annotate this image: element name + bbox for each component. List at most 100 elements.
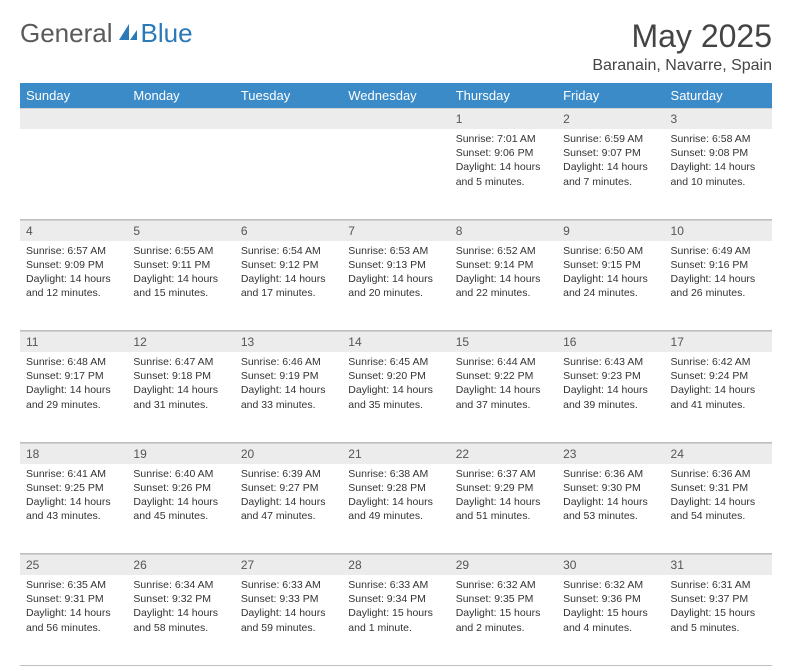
day-cell: Sunrise: 6:31 AMSunset: 9:37 PMDaylight:… (665, 575, 772, 665)
sunset-line: Sunset: 9:18 PM (133, 369, 228, 383)
daylight-line: Daylight: 14 hours and 10 minutes. (671, 160, 766, 188)
day-cell: Sunrise: 6:59 AMSunset: 9:07 PMDaylight:… (557, 129, 664, 219)
sunrise-line: Sunrise: 7:01 AM (456, 132, 551, 146)
day-details: Sunrise: 6:52 AMSunset: 9:14 PMDaylight:… (450, 241, 557, 305)
sunset-line: Sunset: 9:30 PM (563, 481, 658, 495)
sunrise-line: Sunrise: 6:55 AM (133, 244, 228, 258)
sunrise-line: Sunrise: 6:35 AM (26, 578, 121, 592)
daynum-row: 18192021222324 (20, 442, 772, 464)
day-number: 17 (665, 331, 772, 352)
day-number: 9 (557, 220, 664, 241)
day-details: Sunrise: 6:59 AMSunset: 9:07 PMDaylight:… (557, 129, 664, 193)
day-details: Sunrise: 6:54 AMSunset: 9:12 PMDaylight:… (235, 241, 342, 305)
sunset-line: Sunset: 9:13 PM (348, 258, 443, 272)
day-cell: Sunrise: 6:37 AMSunset: 9:29 PMDaylight:… (450, 464, 557, 554)
sunset-line: Sunset: 9:29 PM (456, 481, 551, 495)
day-cell (235, 129, 342, 219)
day-cell: Sunrise: 6:53 AMSunset: 9:13 PMDaylight:… (342, 241, 449, 331)
daynum-row: 45678910 (20, 219, 772, 241)
day-number: 2 (557, 108, 664, 129)
day-cell: Sunrise: 6:50 AMSunset: 9:15 PMDaylight:… (557, 241, 664, 331)
sunrise-line: Sunrise: 6:34 AM (133, 578, 228, 592)
sunset-line: Sunset: 9:37 PM (671, 592, 766, 606)
day-number: 16 (557, 331, 664, 352)
daylight-line: Daylight: 14 hours and 53 minutes. (563, 495, 658, 523)
day-cell: Sunrise: 6:48 AMSunset: 9:17 PMDaylight:… (20, 352, 127, 442)
sunrise-line: Sunrise: 6:33 AM (348, 578, 443, 592)
day-number: 10 (665, 220, 772, 241)
weekday-header: Tuesday (235, 83, 342, 108)
day-cell: Sunrise: 6:38 AMSunset: 9:28 PMDaylight:… (342, 464, 449, 554)
sunset-line: Sunset: 9:15 PM (563, 258, 658, 272)
day-details: Sunrise: 6:38 AMSunset: 9:28 PMDaylight:… (342, 464, 449, 528)
sunset-line: Sunset: 9:33 PM (241, 592, 336, 606)
day-number: 19 (127, 443, 234, 464)
day-details: Sunrise: 6:36 AMSunset: 9:31 PMDaylight:… (665, 464, 772, 528)
day-number: 8 (450, 220, 557, 241)
day-cell: Sunrise: 6:46 AMSunset: 9:19 PMDaylight:… (235, 352, 342, 442)
day-cell: Sunrise: 6:40 AMSunset: 9:26 PMDaylight:… (127, 464, 234, 554)
logo-sail-icon (117, 22, 139, 47)
sunrise-line: Sunrise: 6:36 AM (671, 467, 766, 481)
day-number: 28 (342, 554, 449, 575)
day-details: Sunrise: 6:46 AMSunset: 9:19 PMDaylight:… (235, 352, 342, 416)
day-number: 18 (20, 443, 127, 464)
daylight-line: Daylight: 14 hours and 20 minutes. (348, 272, 443, 300)
sunrise-line: Sunrise: 6:46 AM (241, 355, 336, 369)
day-number: 20 (235, 443, 342, 464)
daylight-line: Daylight: 15 hours and 4 minutes. (563, 606, 658, 634)
sunset-line: Sunset: 9:27 PM (241, 481, 336, 495)
day-number: 5 (127, 220, 234, 241)
day-details: Sunrise: 6:34 AMSunset: 9:32 PMDaylight:… (127, 575, 234, 639)
day-details: Sunrise: 6:35 AMSunset: 9:31 PMDaylight:… (20, 575, 127, 639)
sunset-line: Sunset: 9:22 PM (456, 369, 551, 383)
day-number: 31 (665, 554, 772, 575)
day-cell: Sunrise: 6:32 AMSunset: 9:35 PMDaylight:… (450, 575, 557, 665)
month-title: May 2025 (592, 18, 772, 55)
day-cell: Sunrise: 6:36 AMSunset: 9:31 PMDaylight:… (665, 464, 772, 554)
day-cell: Sunrise: 7:01 AMSunset: 9:06 PMDaylight:… (450, 129, 557, 219)
day-details: Sunrise: 6:41 AMSunset: 9:25 PMDaylight:… (20, 464, 127, 528)
daylight-line: Daylight: 15 hours and 1 minute. (348, 606, 443, 634)
day-number: 14 (342, 331, 449, 352)
empty-day (127, 108, 234, 129)
sunrise-line: Sunrise: 6:50 AM (563, 244, 658, 258)
day-cell: Sunrise: 6:32 AMSunset: 9:36 PMDaylight:… (557, 575, 664, 665)
day-number: 11 (20, 331, 127, 352)
sunset-line: Sunset: 9:26 PM (133, 481, 228, 495)
sunset-line: Sunset: 9:31 PM (671, 481, 766, 495)
daylight-line: Daylight: 14 hours and 31 minutes. (133, 383, 228, 411)
sunset-line: Sunset: 9:11 PM (133, 258, 228, 272)
sunrise-line: Sunrise: 6:36 AM (563, 467, 658, 481)
day-number: 25 (20, 554, 127, 575)
sunrise-line: Sunrise: 6:58 AM (671, 132, 766, 146)
day-cell: Sunrise: 6:49 AMSunset: 9:16 PMDaylight:… (665, 241, 772, 331)
empty-day (342, 108, 449, 129)
day-cell (342, 129, 449, 219)
sunset-line: Sunset: 9:32 PM (133, 592, 228, 606)
title-block: May 2025 Baranain, Navarre, Spain (592, 18, 772, 75)
weekday-header: Friday (557, 83, 664, 108)
daylight-line: Daylight: 15 hours and 5 minutes. (671, 606, 766, 634)
day-number: 29 (450, 554, 557, 575)
day-details: Sunrise: 6:40 AMSunset: 9:26 PMDaylight:… (127, 464, 234, 528)
weekday-header: Sunday (20, 83, 127, 108)
daylight-line: Daylight: 14 hours and 39 minutes. (563, 383, 658, 411)
day-number: 13 (235, 331, 342, 352)
header: General Blue May 2025 Baranain, Navarre,… (20, 18, 772, 75)
sunset-line: Sunset: 9:24 PM (671, 369, 766, 383)
day-details: Sunrise: 6:45 AMSunset: 9:20 PMDaylight:… (342, 352, 449, 416)
day-number: 4 (20, 220, 127, 241)
sunset-line: Sunset: 9:12 PM (241, 258, 336, 272)
day-cell: Sunrise: 6:52 AMSunset: 9:14 PMDaylight:… (450, 241, 557, 331)
day-details: Sunrise: 6:31 AMSunset: 9:37 PMDaylight:… (665, 575, 772, 639)
day-cell: Sunrise: 6:43 AMSunset: 9:23 PMDaylight:… (557, 352, 664, 442)
daylight-line: Daylight: 14 hours and 7 minutes. (563, 160, 658, 188)
sunrise-line: Sunrise: 6:59 AM (563, 132, 658, 146)
day-number: 27 (235, 554, 342, 575)
sunset-line: Sunset: 9:36 PM (563, 592, 658, 606)
day-details: Sunrise: 6:42 AMSunset: 9:24 PMDaylight:… (665, 352, 772, 416)
sunset-line: Sunset: 9:06 PM (456, 146, 551, 160)
weekday-header: Monday (127, 83, 234, 108)
day-cell: Sunrise: 6:55 AMSunset: 9:11 PMDaylight:… (127, 241, 234, 331)
